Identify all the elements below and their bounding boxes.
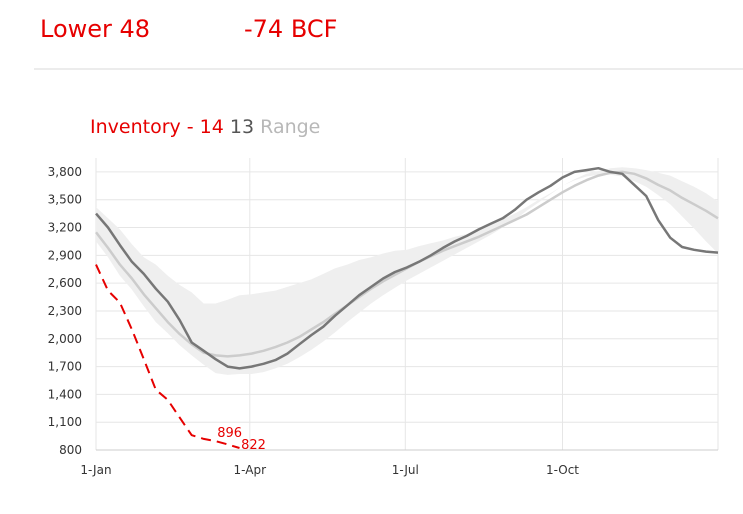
chart-title: Inventory - 14 13 Range: [90, 116, 320, 138]
header-divider: [34, 68, 743, 70]
data-label-822: 822: [241, 438, 266, 453]
y-tick-label: 2,300: [48, 304, 82, 318]
series-line-prior: [95, 166, 719, 370]
range-band: [96, 167, 718, 375]
legend-range: Range: [260, 116, 321, 138]
y-tick-label: 3,200: [48, 221, 82, 235]
x-tick-label: 1-Oct: [546, 463, 579, 477]
weekly-change-value: -74 BCF: [244, 15, 338, 43]
header: Lower 48 -74 BCF: [0, 0, 743, 70]
x-tick-label: 1-Jan: [80, 463, 111, 477]
y-tick-label: 1,100: [48, 415, 82, 429]
legend-13: 13: [229, 116, 255, 138]
legend-inventory-14: Inventory - 14: [90, 116, 224, 138]
x-tick-label: 1-Jul: [392, 463, 419, 477]
x-tick-label: 1-Apr: [234, 463, 267, 477]
y-tick-label: 2,600: [48, 276, 82, 290]
y-tick-label: 1,700: [48, 360, 82, 374]
y-tick-label: 3,500: [48, 193, 82, 207]
y-tick-label: 1,400: [48, 387, 82, 401]
y-tick-label: 2,900: [48, 248, 82, 262]
region-label: Lower 48: [40, 15, 151, 43]
y-tick-label: 3,800: [48, 165, 82, 179]
y-tick-label: 2,000: [48, 332, 82, 346]
y-tick-label: 800: [59, 443, 82, 457]
data-label-896: 896: [217, 426, 242, 441]
